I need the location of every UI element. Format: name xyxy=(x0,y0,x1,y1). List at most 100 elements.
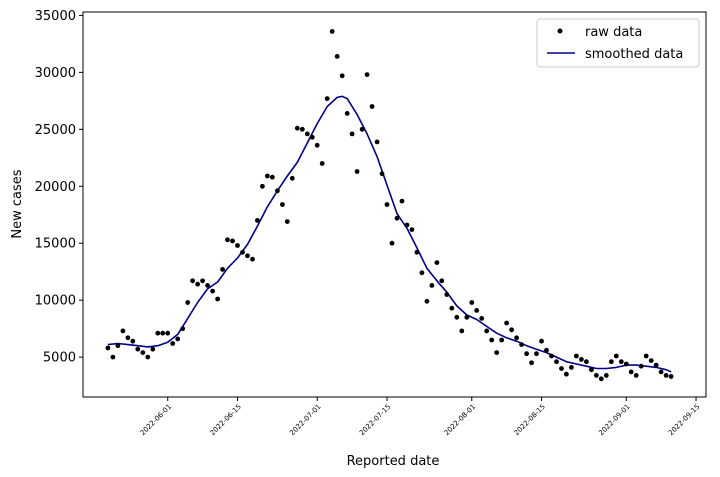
raw-data-point xyxy=(265,173,270,179)
raw-data-point xyxy=(379,171,385,177)
raw-data-point xyxy=(519,342,524,347)
raw-data-point xyxy=(499,337,505,343)
legend: raw data smoothed data xyxy=(536,18,700,68)
raw-data-point xyxy=(429,283,435,288)
raw-data-point xyxy=(230,238,235,244)
raw-data-point xyxy=(509,327,514,333)
raw-data-point xyxy=(344,111,350,116)
raw-data-point xyxy=(653,362,659,368)
raw-data-point xyxy=(235,243,240,248)
raw-data-point xyxy=(594,373,599,378)
raw-data-point xyxy=(603,373,609,378)
raw-data-point xyxy=(459,328,465,334)
raw-data-point xyxy=(544,347,549,353)
raw-data-point xyxy=(225,237,230,243)
axes-frame xyxy=(82,11,707,398)
raw-data-point xyxy=(584,359,589,365)
legend-frame xyxy=(536,18,700,68)
raw-data-point xyxy=(524,351,529,357)
raw-data-point xyxy=(369,104,375,109)
raw-data-point xyxy=(534,351,539,357)
raw-data-point xyxy=(404,222,410,228)
raw-data-point xyxy=(539,338,544,344)
raw-data-point xyxy=(394,215,400,221)
raw-data-point xyxy=(145,354,151,360)
raw-data-point xyxy=(554,359,559,365)
raw-data-point xyxy=(125,335,131,341)
raw-data-point xyxy=(623,361,629,367)
raw-data-point xyxy=(334,54,340,59)
plot-area xyxy=(105,29,674,382)
raw-data-point xyxy=(643,353,649,359)
raw-data-point xyxy=(339,73,345,79)
raw-data-point xyxy=(185,300,191,305)
raw-data-point xyxy=(579,357,584,362)
raw-data-point xyxy=(110,354,116,360)
y-tick-label: 30000 xyxy=(35,66,76,81)
raw-data-point xyxy=(569,365,574,370)
raw-data-point xyxy=(449,305,455,311)
raw-data-point xyxy=(329,29,335,34)
raw-data-point xyxy=(364,72,370,77)
raw-data-point xyxy=(589,367,594,373)
legend-label-smoothed-data: smoothed data xyxy=(585,47,683,62)
raw-data-point xyxy=(195,281,201,287)
raw-data-point xyxy=(255,218,260,223)
raw-data-point xyxy=(210,288,216,294)
raw-data-point xyxy=(564,371,569,377)
raw-data-point xyxy=(349,131,355,137)
raw-data-point xyxy=(240,249,245,255)
y-tick-label: 35000 xyxy=(35,9,76,24)
y-axis-label: New cases xyxy=(10,169,25,238)
raw-data-point xyxy=(105,345,111,351)
raw-data-point xyxy=(439,278,445,284)
raw-data-point xyxy=(479,316,485,321)
y-tick-label: 25000 xyxy=(35,123,76,138)
raw-data-point xyxy=(314,142,320,148)
raw-data-point xyxy=(628,369,634,375)
raw-data-point xyxy=(663,373,669,378)
raw-data-point xyxy=(170,341,176,346)
raw-data-point xyxy=(299,126,305,132)
raw-data-point xyxy=(275,188,280,194)
raw-data-point xyxy=(260,183,265,189)
y-tick-label: 10000 xyxy=(35,294,76,309)
raw-data-point xyxy=(618,359,624,365)
raw-data-point xyxy=(309,134,315,140)
raw-data-point xyxy=(419,270,425,276)
raw-data-point xyxy=(135,346,141,352)
y-tick-label: 15000 xyxy=(35,237,76,252)
raw-data-point xyxy=(529,360,534,366)
raw-data-point xyxy=(319,161,325,166)
raw-data-point xyxy=(633,373,639,378)
raw-data-point xyxy=(464,314,470,320)
raw-data-point xyxy=(613,353,619,359)
raw-data-point xyxy=(180,326,186,332)
raw-data-point xyxy=(598,376,604,382)
raw-data-point xyxy=(444,292,450,297)
raw-data-point xyxy=(489,337,495,343)
y-tick-label: 20000 xyxy=(35,180,76,195)
raw-data-point xyxy=(574,353,579,359)
legend-marker-raw-data xyxy=(557,28,563,34)
raw-data-point xyxy=(245,253,250,259)
raw-data-point xyxy=(384,202,390,207)
raw-data-point xyxy=(648,358,654,363)
raw-data-point xyxy=(270,174,275,180)
raw-data-point xyxy=(484,328,490,334)
raw-data-point xyxy=(504,320,509,326)
raw-data-point xyxy=(160,330,166,336)
raw-data-point xyxy=(608,359,614,365)
raw-data-point xyxy=(549,353,554,359)
raw-data-point xyxy=(280,202,285,207)
raw-data-point xyxy=(140,350,146,355)
raw-data-point xyxy=(200,278,206,284)
raw-data-point xyxy=(559,366,564,371)
raw-data-point xyxy=(434,260,440,265)
raw-data-point xyxy=(354,169,360,174)
raw-data-point xyxy=(658,369,664,375)
raw-data-point xyxy=(469,300,475,305)
raw-data-point xyxy=(304,131,310,137)
